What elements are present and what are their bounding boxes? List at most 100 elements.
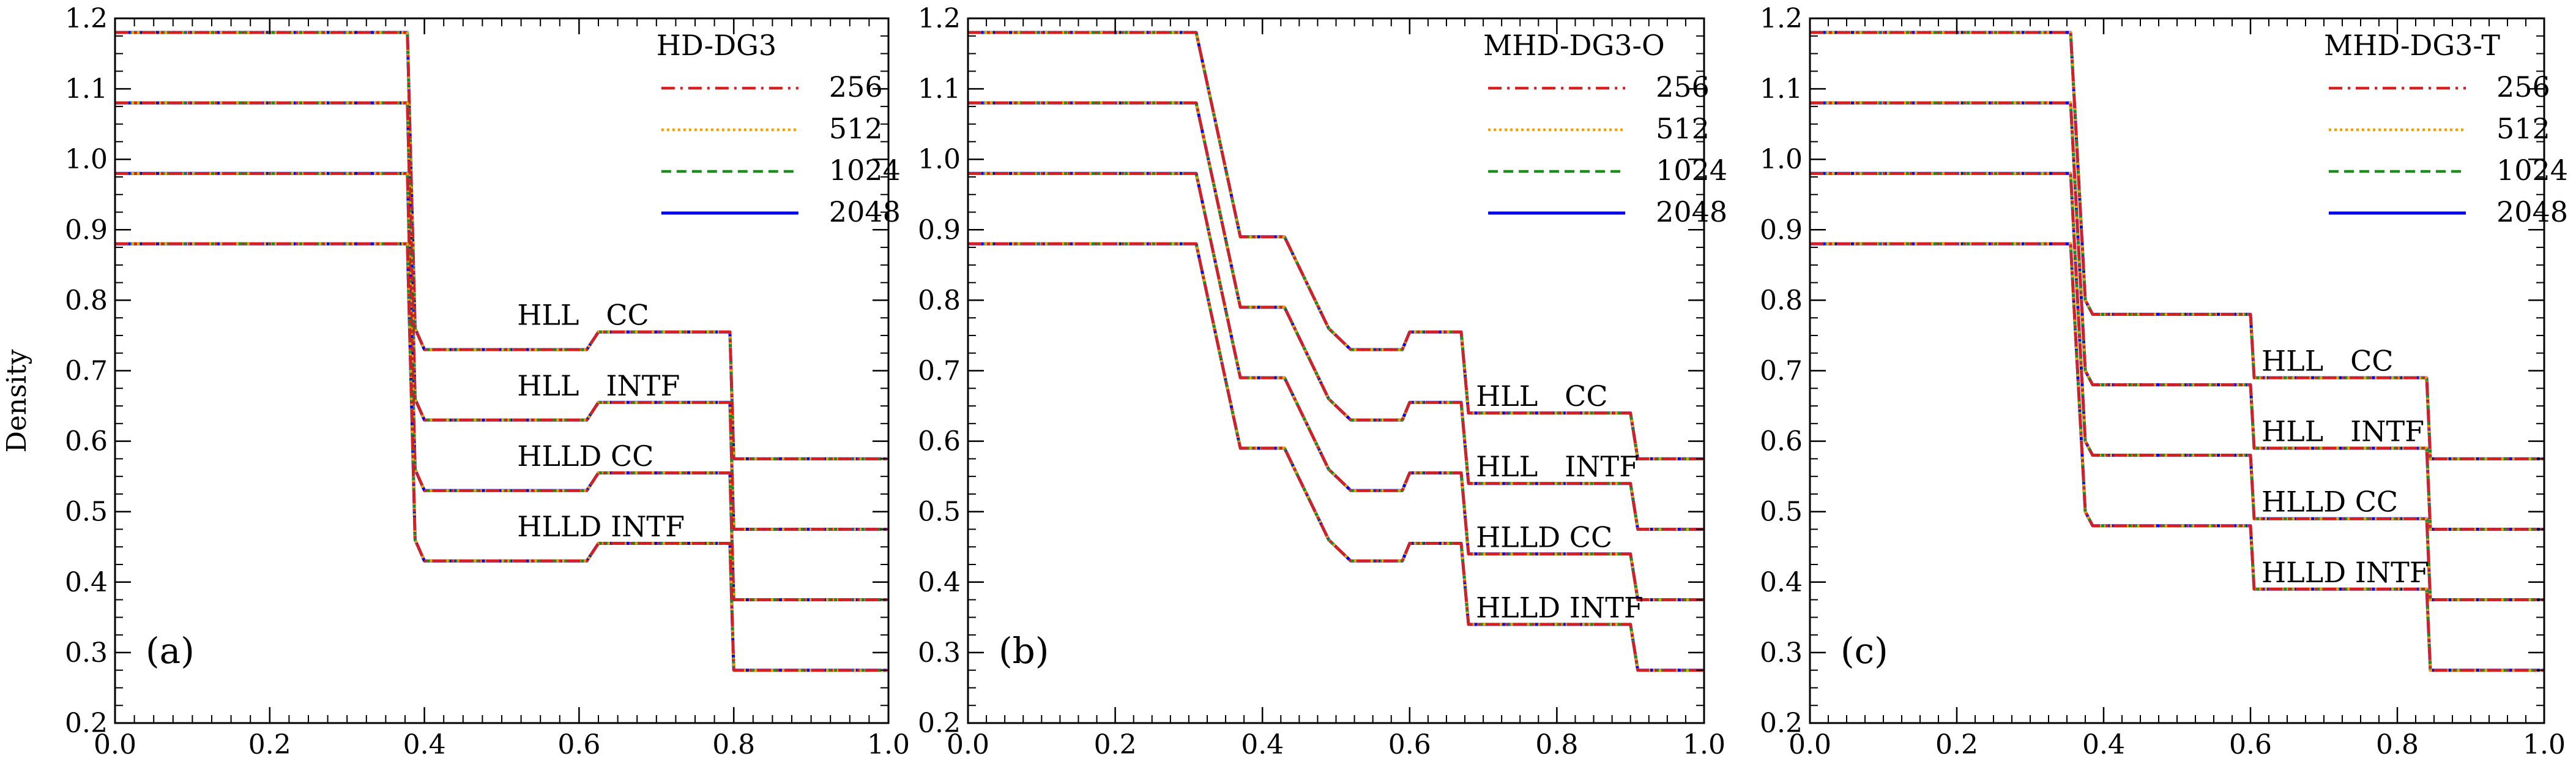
x-tick-label: 0.6 — [2229, 729, 2272, 760]
x-tick-label: 1.0 — [1683, 729, 1725, 760]
y-tick-label: 1.1 — [1760, 73, 1803, 105]
legend-label-512: 512 — [1656, 112, 1710, 145]
curve-4-res-256 — [1810, 242, 2544, 672]
panel-title: MHD-DG3-T — [2324, 29, 2500, 62]
legend-label-1024: 1024 — [2496, 154, 2568, 187]
y-tick-label: 0.2 — [1760, 708, 1803, 739]
y-tick-label: 0.4 — [1760, 567, 1803, 598]
curve-1-res-2048 — [1810, 31, 2544, 460]
y-tick-label: 0.7 — [65, 356, 108, 387]
curve-3-res-512 — [115, 171, 888, 601]
y-tick-label: 0.9 — [918, 214, 961, 246]
y-tick-label: 1.2 — [1760, 3, 1803, 34]
legend-label-256: 256 — [829, 70, 883, 103]
x-tick-label: 0.0 — [94, 729, 136, 760]
y-tick-label: 0.3 — [1760, 637, 1803, 669]
curve-2-res-2048 — [1810, 101, 2544, 531]
annotation-1: HLL CC — [1476, 380, 1607, 413]
panel-3: 0.0 0.2 0.4 0.6 0.8 1.00.20.30.40.50.60.70.80… — [1760, 3, 2568, 760]
x-tick-label: 0.2 — [1094, 729, 1137, 760]
y-tick-label: 1.0 — [918, 144, 961, 175]
y-tick-label: 0.2 — [65, 708, 108, 739]
y-tick-label: 0.6 — [1760, 426, 1803, 457]
y-tick-label: 1.1 — [918, 73, 961, 105]
panel-2: 0.0 0.2 0.4 0.6 0.8 1.00.20.30.40.50.60.70.80… — [918, 3, 1727, 760]
curve-4-res-256 — [115, 242, 888, 672]
panels-group: 0.0 0.2 0.4 0.6 0.8 1.00.20.30.40.50.60.70.80… — [65, 3, 2568, 760]
curve-3-res-1024 — [1810, 171, 2544, 601]
curve-1-res-256 — [968, 31, 1704, 460]
annotation-3: HLLD CC — [517, 440, 653, 473]
panel-1: 0.0 0.2 0.4 0.6 0.8 1.00.20.30.40.50.60.70.80… — [65, 3, 910, 760]
curve-2-res-256 — [1810, 101, 2544, 531]
panel-tag: (c) — [1841, 630, 1888, 672]
annotation-4: HLLD INTF — [517, 510, 685, 543]
curve-1-res-1024 — [115, 31, 888, 460]
curve-2-res-512 — [115, 101, 888, 531]
x-tick-label: 0.4 — [2082, 729, 2125, 760]
y-tick-label: 0.5 — [65, 497, 108, 528]
annotation-2: HLL INTF — [2261, 415, 2424, 448]
y-axis-label: Density — [1, 349, 32, 452]
curve-2-res-1024 — [1810, 101, 2544, 531]
panel-title: MHD-DG3-O — [1483, 29, 1665, 62]
y-tick-label: 0.8 — [918, 285, 961, 316]
curve-1-res-256 — [115, 31, 888, 460]
curve-3-res-2048 — [115, 171, 888, 602]
curve-4-res-2048 — [115, 242, 888, 672]
curve-2-res-256 — [115, 101, 888, 531]
x-tick-label: 0.4 — [1241, 729, 1284, 760]
legend-label-256: 256 — [1656, 70, 1710, 103]
curve-2-res-1024 — [115, 101, 888, 531]
x-tick-label: 0.4 — [403, 729, 446, 760]
panel-title: HD-DG3 — [657, 29, 776, 62]
curve-2-res-2048 — [115, 101, 888, 531]
annotation-3: HLLD CC — [2261, 485, 2398, 519]
annotation-4: HLLD INTF — [2261, 556, 2429, 589]
legend-label-512: 512 — [829, 112, 883, 145]
y-tick-label: 0.5 — [918, 497, 961, 528]
curve-3-res-2048 — [1810, 171, 2544, 602]
curve-2-res-256 — [968, 101, 1704, 531]
y-tick-label: 0.9 — [1760, 214, 1803, 246]
legend-label-2048: 2048 — [1656, 195, 1727, 228]
y-tick-label: 0.6 — [918, 426, 961, 457]
y-tick-label: 0.3 — [65, 637, 108, 669]
x-tick-label: 0.2 — [1935, 729, 1978, 760]
curve-4-res-512 — [115, 242, 888, 672]
curve-1-res-2048 — [115, 31, 888, 460]
y-tick-label: 0.3 — [918, 637, 961, 669]
y-tick-label: 0.4 — [918, 567, 961, 598]
annotation-1: HLL CC — [2261, 345, 2393, 378]
x-tick-label: 0.0 — [947, 729, 989, 760]
panel-tag: (b) — [999, 630, 1049, 672]
y-tick-label: 0.6 — [65, 426, 108, 457]
y-tick-label: 1.2 — [65, 3, 108, 34]
curve-2-res-512 — [1810, 101, 2544, 531]
curve-1-res-512 — [115, 31, 888, 460]
curve-4-res-1024 — [115, 242, 888, 672]
legend-label-1024: 1024 — [1656, 154, 1727, 187]
legend-label-2048: 2048 — [2496, 195, 2568, 228]
y-tick-label: 0.8 — [1760, 285, 1803, 316]
y-tick-label: 0.7 — [918, 356, 961, 387]
y-tick-label: 0.8 — [65, 285, 108, 316]
x-tick-label: 0.8 — [1535, 729, 1578, 760]
y-tick-label: 0.4 — [65, 567, 108, 598]
curve-1-res-256 — [1810, 31, 2544, 460]
curve-3-res-256 — [115, 171, 888, 601]
y-tick-label: 0.9 — [65, 214, 108, 246]
annotation-3: HLLD CC — [1476, 520, 1612, 553]
annotation-2: HLL INTF — [517, 369, 680, 402]
plot-frame — [1809, 17, 2545, 724]
y-tick-label: 0.2 — [918, 708, 961, 739]
x-tick-label: 0.0 — [1789, 729, 1831, 760]
curve-4-res-512 — [1810, 242, 2544, 672]
annotation-2: HLL INTF — [1476, 450, 1639, 483]
curve-4-res-256 — [968, 242, 1704, 672]
legend-label-256: 256 — [2496, 70, 2550, 103]
panel-tag: (a) — [146, 630, 195, 672]
curve-4-res-2048 — [1810, 242, 2544, 672]
y-tick-label: 1.0 — [65, 144, 108, 175]
curve-3-res-256 — [968, 171, 1704, 601]
